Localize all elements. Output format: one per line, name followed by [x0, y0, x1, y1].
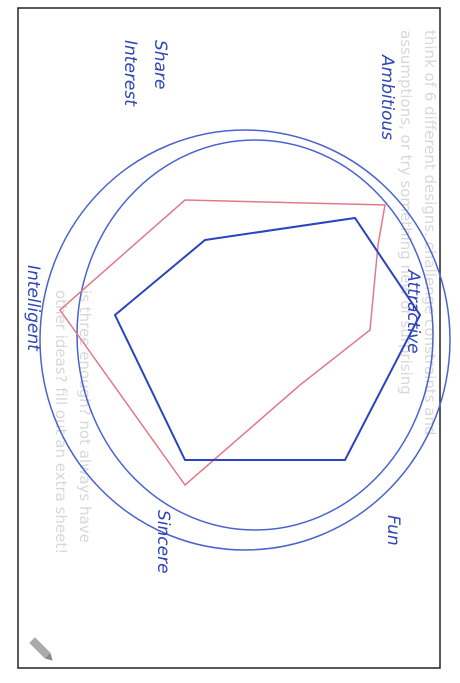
outer-circle	[39, 129, 451, 551]
prompt-line: think of 6 different designs. challenge …	[421, 30, 439, 436]
prompt-bottom: is three enough? not always have other i…	[52, 290, 94, 554]
prompt-line: assumptions, or try something new or sur…	[397, 30, 415, 395]
paper	[17, 7, 441, 669]
pink-profile	[58, 199, 386, 487]
label: Sincere	[153, 510, 173, 574]
label: Ambitious	[377, 54, 397, 140]
prompt-line: other ideas? fill out an extra sheet!	[52, 290, 70, 554]
label: Intelligent	[23, 265, 43, 352]
label: Attractive	[403, 269, 423, 354]
pencil-icon	[29, 637, 53, 661]
prompt-top: think of 6 different designs. challenge …	[397, 30, 439, 436]
label: Interest	[120, 40, 140, 107]
prompt-line: is three enough? not always have	[76, 290, 94, 543]
label: Share	[150, 40, 170, 89]
label: Fun	[383, 515, 403, 546]
blue-profile	[113, 216, 422, 461]
